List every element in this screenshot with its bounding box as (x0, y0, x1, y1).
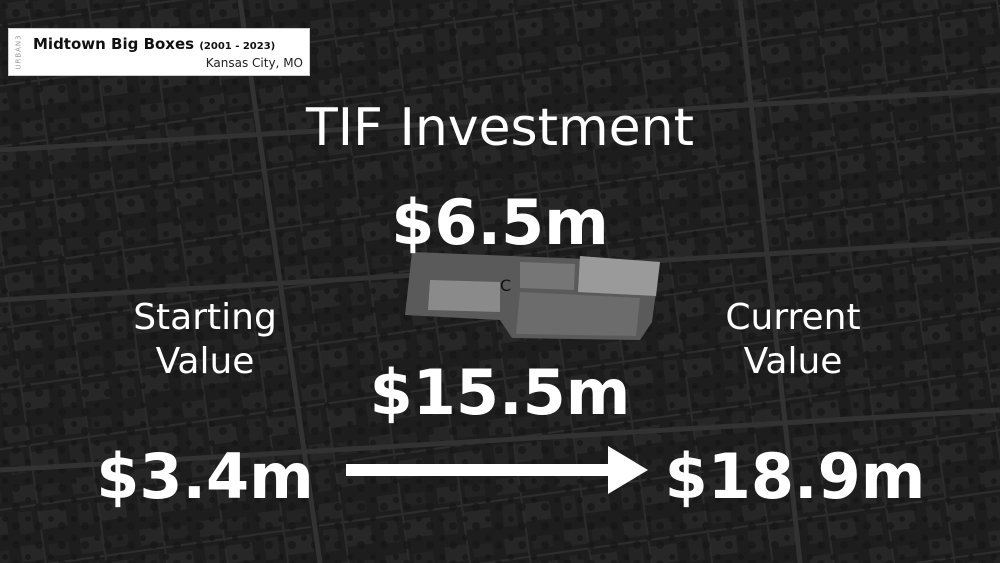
tif-amount: $6.5m (391, 186, 609, 259)
map-label-box: URBAN3 Midtown Big Boxes (2001 - 2023) K… (8, 28, 310, 76)
value-increase-amount: $15.5m (369, 356, 631, 429)
site-marker: C (500, 276, 512, 295)
map-title: Midtown Big Boxes (33, 35, 195, 53)
map-location: Kansas City, MO (205, 56, 303, 70)
starting-label-line1: Starting (133, 297, 277, 338)
current-value-label: Current Value (663, 296, 923, 384)
starting-value-amount: $3.4m (96, 440, 314, 513)
big-box-site (405, 252, 660, 340)
map-years: (2001 - 2023) (199, 41, 276, 52)
current-value-amount: $18.9m (664, 440, 926, 513)
right-arrow-icon (346, 446, 648, 494)
brand-logo: URBAN3 (15, 34, 23, 70)
brand-strip: URBAN3 (9, 29, 29, 75)
starting-label-line2: Value (155, 341, 255, 382)
map-label-title: Midtown Big Boxes (2001 - 2023) (33, 35, 275, 53)
starting-value-label: Starting Value (75, 296, 335, 384)
current-label-line1: Current (725, 297, 861, 338)
current-label-line2: Value (743, 341, 843, 382)
page-title: TIF Investment (305, 98, 695, 158)
